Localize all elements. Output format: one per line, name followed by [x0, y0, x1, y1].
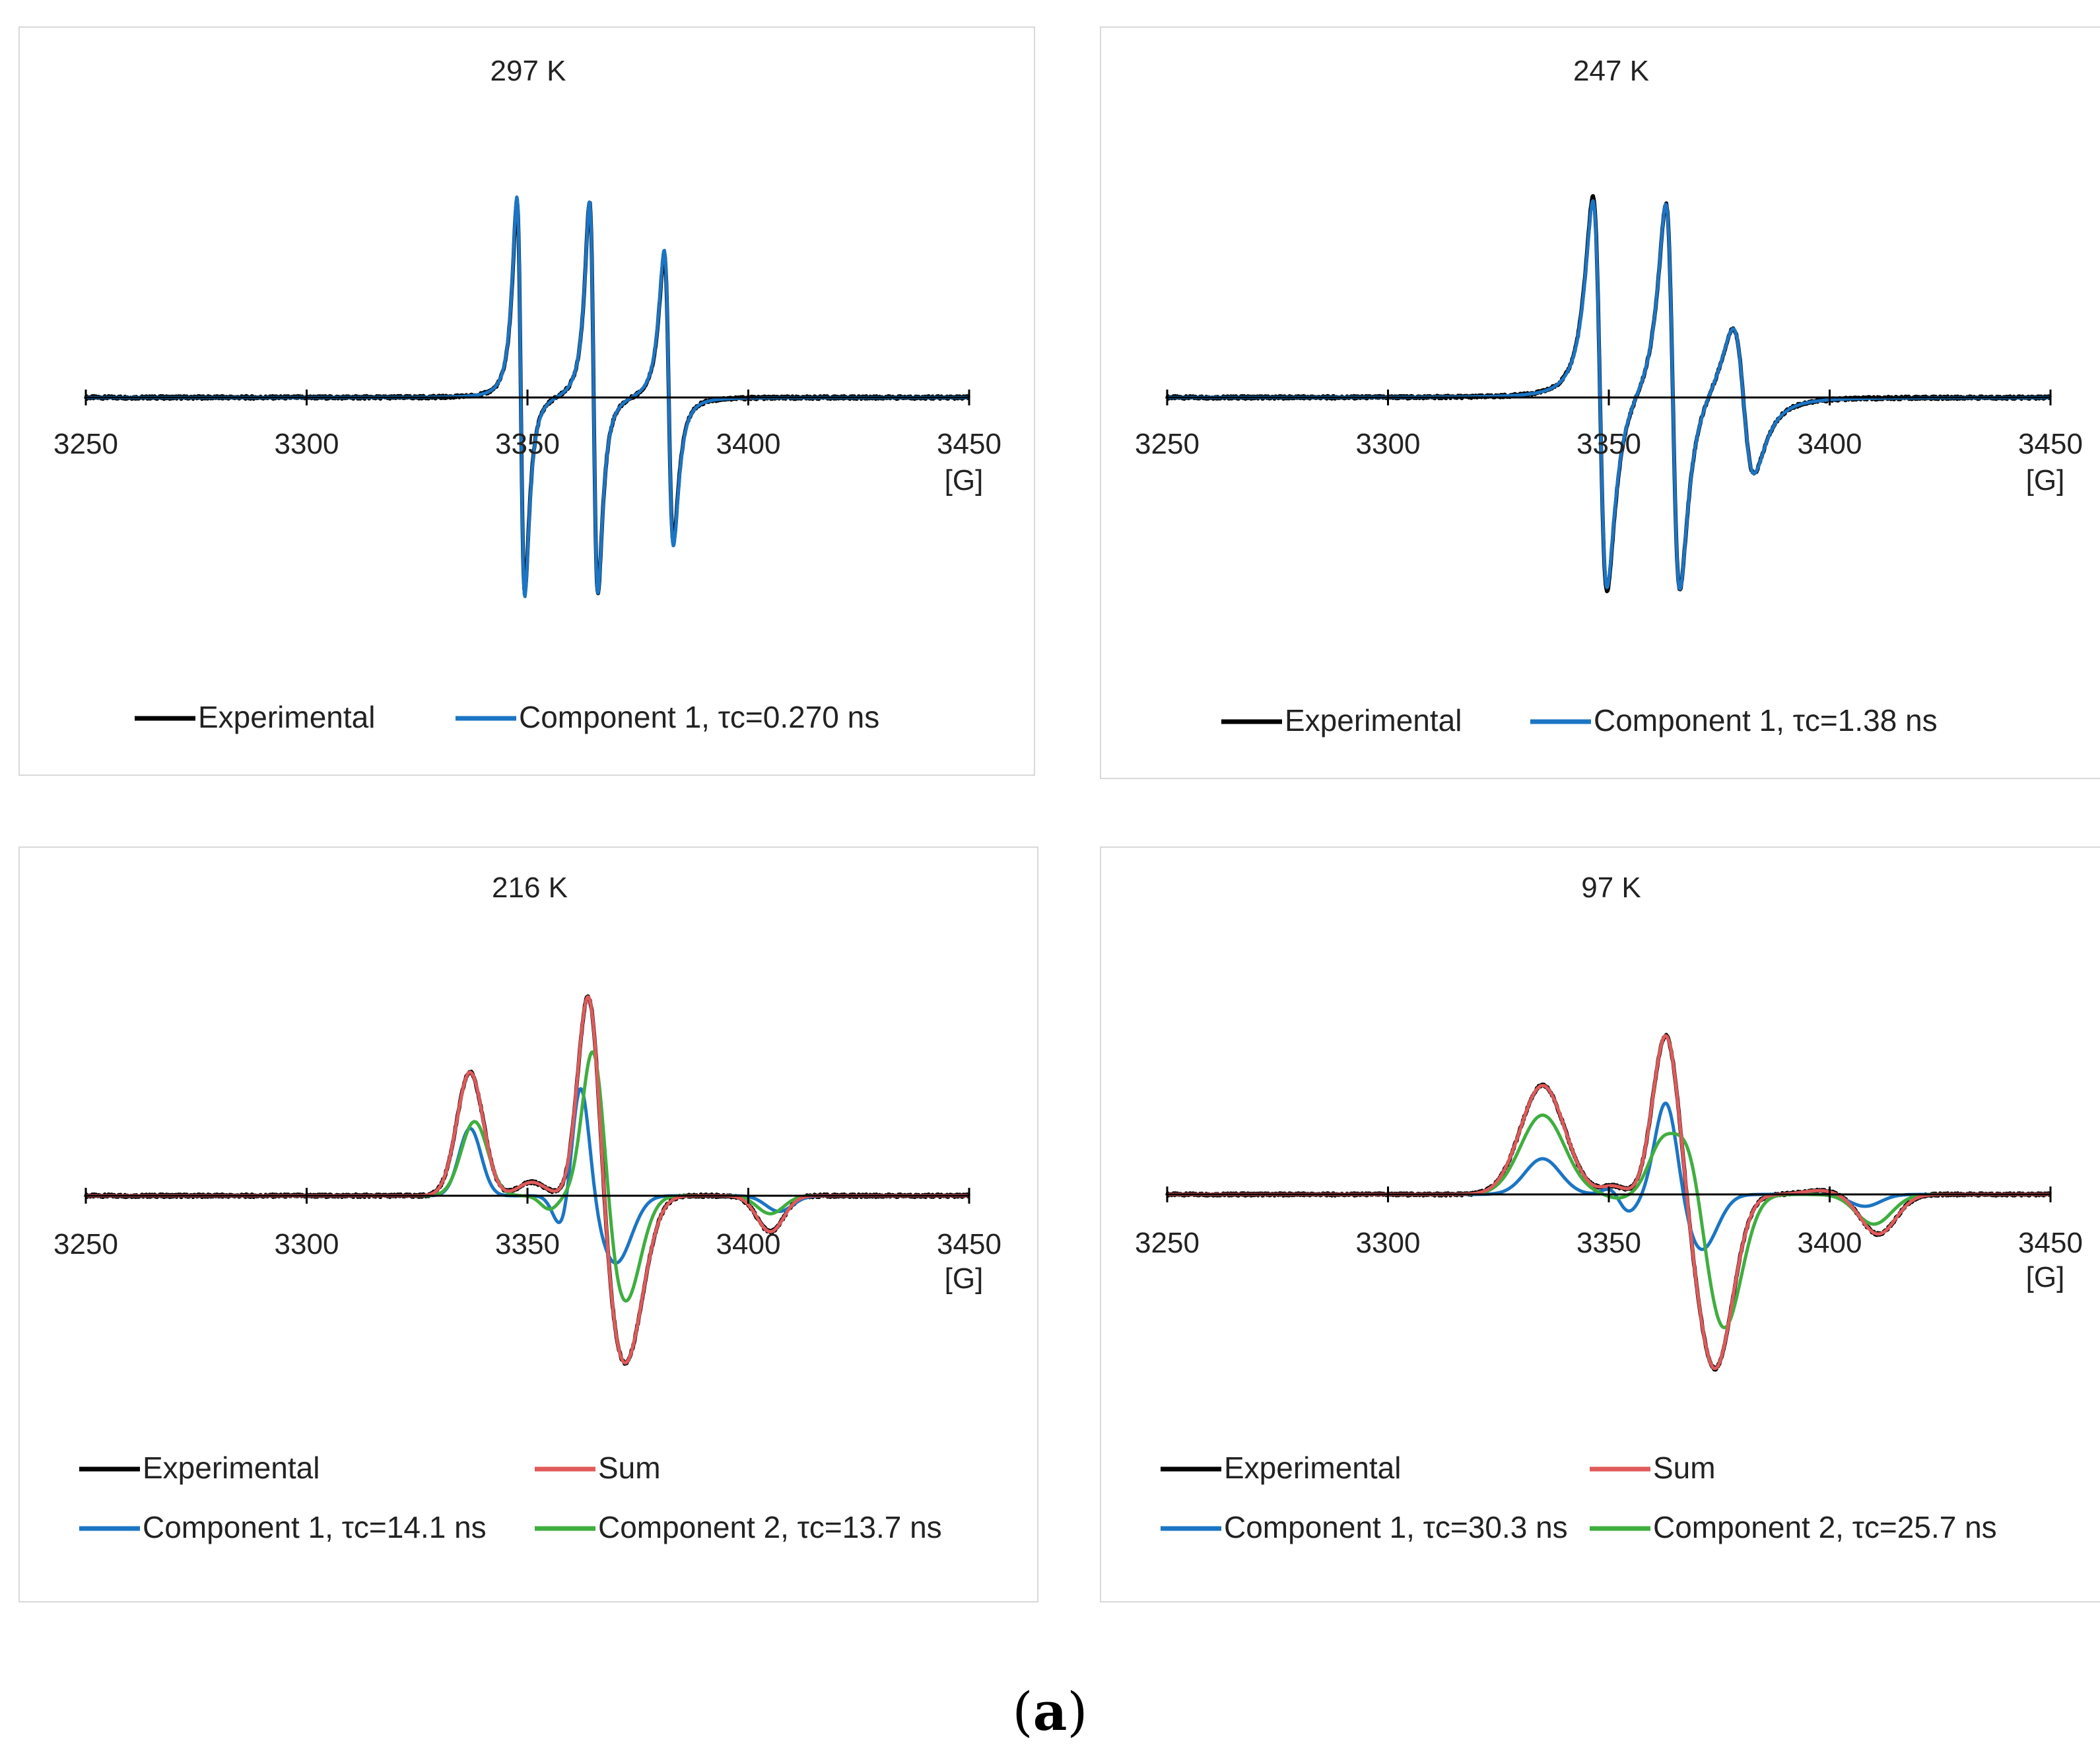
x-tick-label: 3250	[1135, 428, 1200, 460]
caption-close: )	[1067, 1681, 1088, 1742]
chart-title: 97 K	[1581, 872, 1641, 904]
legend-label-component-2-tauc-25-7-ns: Component 2, τc=25.7 ns	[1653, 1510, 1997, 1544]
legend-label-component-1-tauc-14-1-ns: Component 1, τc=14.1 ns	[143, 1510, 487, 1544]
chart-svg-216k: 216 K 3250 3300 3350 3400 3450[G] Experimental…	[53, 872, 1001, 1544]
legend-label-component-1-tauc-1-38-ns: Component 1, τc=1.38 ns	[1594, 703, 1938, 738]
legend-label-experimental: Experimental	[198, 700, 375, 734]
x-tick-label: 3450	[937, 1228, 1001, 1260]
series-line-component-2-tauc-25-7-ns	[1166, 1113, 2052, 1330]
x-tick-label: 3250	[53, 428, 118, 460]
figure-caption: (a)	[0, 1680, 2100, 1742]
x-tick-label: 3350	[1576, 428, 1641, 460]
chart-svg-247k: 247 K 3250 3300 3350 3400 3450 [G] Experimental…	[1135, 55, 2083, 738]
series-line-sum	[85, 995, 970, 1365]
x-tick-label: 3400	[1798, 1227, 1862, 1259]
x-axis-unit-label: [G]	[945, 464, 984, 497]
x-tick-label: 3400	[716, 428, 781, 460]
legend-label-component-1-tauc-0-270-ns: Component 1, τc=0.270 ns	[519, 700, 879, 734]
x-axis-unit-label: [G]	[945, 1262, 984, 1295]
series-line-experimental	[84, 994, 971, 1366]
x-tick-label: 3350	[495, 428, 560, 460]
caption-open: (	[1012, 1681, 1033, 1742]
x-axis-unit-label: [G]	[2026, 464, 2065, 497]
legend-label-sum: Sum	[598, 1451, 661, 1485]
chart-title: 297 K	[491, 55, 566, 87]
x-tick-label: 3300	[275, 1228, 339, 1260]
x-tick-label: 3450	[937, 428, 1001, 460]
chart-title: 247 K	[1573, 55, 1649, 87]
x-tick-label: 3300	[1356, 1227, 1421, 1259]
legend-label-component-2-tauc-13-7-ns: Component 2, τc=13.7 ns	[598, 1510, 942, 1544]
x-tick-label: 3450	[2018, 428, 2083, 460]
legend-label-experimental: Experimental	[143, 1451, 320, 1485]
chart-panel-247k: 247 K 3250 3300 3350 3400 3450 [G] Experimental…	[1100, 26, 2100, 779]
chart-panel-97k: 97 K 3250 3300 3350 3400 3450 [G] Experimental S…	[1100, 846, 2100, 1602]
x-tick-label: 3300	[275, 428, 339, 460]
chart-svg-97k: 97 K 3250 3300 3350 3400 3450[G] Experimental S…	[1135, 872, 2083, 1544]
caption-letter: a	[1033, 1680, 1067, 1742]
x-tick-label: 3350	[1576, 1227, 1641, 1259]
legend-label-experimental: Experimental	[1224, 1451, 1401, 1485]
legend-label-component-1-tauc-30-3-ns: Component 1, τc=30.3 ns	[1224, 1510, 1568, 1544]
x-tick-label: 3450	[2018, 1227, 2083, 1259]
chart-svg-297k: 297 K 3250 3300 3350 3400 3450 [G] Experimental…	[53, 55, 1001, 734]
chart-title: 216 K	[492, 872, 568, 904]
chart-panel-297k: 297 K 3250 3300 3350 3400 3450 [G] Experimental…	[18, 26, 1035, 776]
x-tick-label: 3250	[53, 1228, 118, 1260]
legend-label-sum: Sum	[1653, 1451, 1716, 1485]
x-tick-label: 3300	[1356, 428, 1421, 460]
x-axis-unit-label: [G]	[2026, 1261, 2065, 1293]
series-line-component-2-tauc-13-7-ns	[85, 1050, 970, 1303]
x-tick-label: 3400	[716, 1228, 781, 1260]
chart-panel-216k: 216 K 3250 3300 3350 3400 3450 [G] Experimental…	[18, 846, 1038, 1602]
x-tick-label: 3400	[1798, 428, 1862, 460]
legend-label-experimental: Experimental	[1285, 703, 1462, 738]
x-tick-label: 3250	[1135, 1227, 1200, 1259]
x-tick-label: 3350	[495, 1228, 560, 1260]
